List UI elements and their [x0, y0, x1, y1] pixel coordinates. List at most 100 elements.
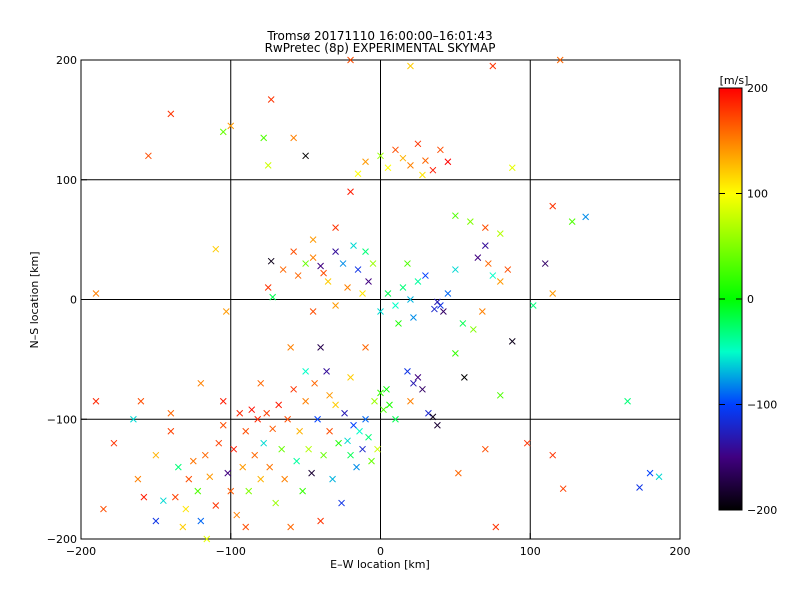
grid-lines — [81, 60, 680, 539]
data-point — [152, 517, 160, 525]
colorbar-tick-label: 0 — [747, 293, 754, 306]
data-point — [489, 62, 497, 70]
data-point — [444, 290, 452, 297]
x-tick-label: −100 — [216, 545, 246, 558]
data-point — [459, 320, 467, 327]
data-point — [332, 302, 339, 309]
data-point — [299, 487, 306, 495]
data-point — [263, 409, 271, 417]
data-point — [179, 523, 187, 531]
data-point — [434, 298, 441, 306]
data-point — [293, 457, 300, 465]
y-tick-label: 0 — [70, 294, 77, 307]
data-point — [549, 202, 557, 210]
data-point — [251, 451, 259, 459]
x-tick-label: 0 — [377, 545, 384, 558]
data-point — [245, 487, 253, 495]
data-point — [309, 308, 317, 315]
data-point — [194, 487, 202, 495]
data-point — [212, 502, 220, 509]
y-tick-label: 200 — [56, 54, 77, 67]
data-point — [290, 385, 297, 393]
data-point — [365, 433, 372, 441]
data-point — [152, 451, 160, 459]
data-point — [354, 266, 362, 273]
data-point — [556, 56, 564, 64]
data-point — [369, 260, 377, 267]
data-point — [444, 158, 452, 166]
data-point — [320, 269, 327, 277]
data-point — [269, 425, 277, 433]
data-point — [219, 421, 227, 429]
data-point — [414, 373, 422, 381]
data-point — [215, 439, 223, 447]
data-point — [167, 409, 175, 417]
data-point — [302, 152, 309, 160]
data-point — [541, 260, 549, 267]
data-point — [338, 499, 345, 507]
data-point — [287, 344, 295, 351]
data-point — [347, 373, 354, 381]
colorbar-label: [m/s] — [720, 74, 749, 87]
data-point — [384, 164, 392, 172]
data-point — [296, 427, 303, 435]
data-point — [130, 415, 137, 423]
data-point — [481, 224, 489, 232]
data-point — [317, 344, 324, 351]
data-point — [452, 350, 459, 357]
data-point — [242, 427, 250, 435]
data-point — [332, 248, 339, 255]
data-point — [309, 254, 317, 261]
data-point — [484, 260, 492, 267]
data-point — [145, 152, 152, 160]
x-tick-label: −200 — [66, 545, 96, 558]
data-point — [287, 523, 295, 531]
data-point — [419, 385, 426, 393]
x-tick-label: 100 — [520, 545, 541, 558]
data-point — [429, 166, 437, 174]
data-point — [335, 439, 342, 447]
data-point — [568, 218, 576, 226]
y-axis-label: N–S location [km] — [28, 251, 41, 348]
data-point — [636, 484, 643, 491]
data-point — [508, 338, 516, 345]
data-point — [248, 406, 256, 414]
data-point — [305, 445, 312, 453]
data-point — [478, 308, 486, 315]
data-point — [481, 445, 489, 453]
y-tick-label: −100 — [47, 413, 77, 426]
data-point — [353, 463, 360, 471]
data-point — [339, 260, 347, 267]
x-tick-labels: −200 −100 0 100 200 — [66, 533, 691, 558]
data-point — [646, 469, 654, 477]
data-point — [279, 266, 287, 273]
data-point — [206, 473, 214, 481]
colorbar-tick-label: −200 — [747, 504, 777, 517]
data-point — [266, 463, 274, 471]
data-point — [350, 242, 357, 249]
data-point — [239, 463, 247, 471]
data-point — [227, 487, 235, 495]
data-point — [185, 475, 193, 483]
data-point — [203, 535, 211, 543]
data-point — [508, 164, 516, 172]
data-point — [324, 278, 332, 285]
data-point — [110, 439, 118, 447]
data-point — [356, 427, 363, 435]
data-point — [308, 469, 315, 477]
data-point — [422, 272, 429, 279]
x-tick-label: 200 — [670, 545, 691, 558]
data-point — [100, 505, 107, 513]
data-point — [326, 427, 333, 435]
data-point — [278, 445, 286, 453]
data-point — [347, 188, 354, 196]
colorbar-tick-label: 200 — [747, 82, 768, 95]
data-point — [383, 385, 390, 393]
data-point — [284, 415, 292, 423]
data-point — [344, 437, 351, 445]
data-point — [182, 505, 190, 513]
data-point — [365, 278, 372, 285]
data-point — [431, 305, 438, 313]
data-point — [294, 272, 302, 279]
data-point — [302, 367, 309, 375]
